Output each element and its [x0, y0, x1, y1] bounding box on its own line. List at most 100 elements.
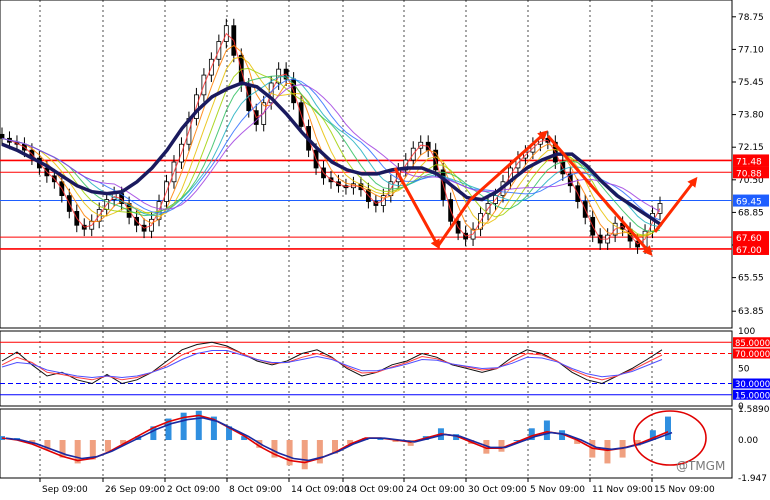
rsi-level-tag-label-1: 70.0000	[735, 350, 770, 360]
macd-bar-27	[407, 440, 414, 446]
macd-tick-label-0: 1.5890	[738, 405, 770, 415]
macd-bar-14	[210, 416, 217, 441]
rsi-lines	[1, 341, 663, 385]
level-tag-2	[733, 194, 769, 207]
macd-bar-23	[347, 440, 354, 444]
price-tick-label-5: 70.50	[738, 176, 764, 186]
macd-bar-15	[226, 426, 233, 441]
level-tag-0	[733, 154, 769, 167]
macd-y-axis: 1.5890 0.00 -1.947	[738, 405, 770, 484]
macd-signal-line-blue	[5, 416, 673, 462]
level-tag-4	[733, 242, 769, 255]
level-tag-3	[733, 231, 769, 244]
macd-bar-19	[286, 440, 293, 466]
macd-bar-36	[543, 420, 550, 441]
rsi-level-tag-label-3: 15.0000	[735, 391, 770, 401]
price-tick-label-1: 77.10	[738, 45, 764, 55]
macd-bar-43	[649, 430, 656, 441]
level-tag-label-2: 69.45	[736, 198, 762, 208]
trend-arrow-up-3	[653, 176, 698, 233]
macd-bar-38	[574, 440, 581, 444]
rsi-panel	[0, 330, 733, 407]
price-tick-label-8: 65.55	[738, 274, 764, 284]
rsi-tick-label-1: 50	[738, 365, 750, 375]
macd-bar-44	[665, 416, 671, 441]
price-tick-label-9: 63.85	[738, 307, 764, 317]
macd-bar-34	[513, 440, 520, 442]
rsi-level-tag-3	[733, 389, 770, 400]
candle-body-0	[0, 133, 5, 139]
level-tag-label-1: 70.88	[736, 169, 762, 179]
ribbon-ma-5	[1, 75, 661, 228]
macd-bar-10	[150, 426, 157, 441]
x-tick-label-1: 26 Sep 09:00	[105, 485, 165, 495]
rsi-series-2	[1, 350, 663, 379]
macd-bar-42	[634, 440, 641, 446]
price-y-axis: 78.7577.1075.4573.8072.1570.5068.8567.20…	[732, 13, 769, 317]
macd-bar-26	[392, 440, 399, 442]
price-tick-label-0: 78.75	[738, 13, 764, 23]
macd-bar-20	[301, 440, 308, 470]
macd-bar-21	[316, 440, 323, 464]
price-tick-label-3: 73.80	[738, 111, 764, 121]
macd-bar-40	[604, 440, 611, 464]
trend-arrow-up-1	[436, 199, 472, 247]
ribbon-ma-4	[1, 75, 661, 233]
macd-bar-33	[498, 440, 505, 452]
ribbon-ma-2	[1, 56, 661, 237]
macd-bar-6	[89, 440, 96, 460]
rsi-level-tag-label-0: 85.0000	[735, 339, 770, 349]
macd-bar-32	[483, 440, 490, 454]
macd-panel: @TMGM	[0, 408, 733, 479]
macd-bar-35	[528, 428, 535, 441]
level-tag-label-4: 67.00	[736, 246, 762, 256]
macd-bar-11	[165, 418, 172, 441]
trend-arrow-down-2	[546, 135, 653, 257]
macd-tick-label-1: 0.00	[738, 436, 758, 446]
macd-bar-3	[44, 440, 51, 450]
ribbon-ma-6	[1, 78, 661, 221]
rsi-level-tag-label-2: 30.0000	[735, 380, 770, 390]
macd-bar-8	[120, 440, 127, 444]
rsi-tick-label-0: 100	[738, 327, 755, 337]
macd-bar-30	[453, 434, 460, 441]
rsi-level-tag-1	[733, 348, 770, 359]
x-tick-label-2: 2 Oct 09:00	[167, 485, 220, 495]
macd-bar-7	[104, 440, 111, 452]
x-tick-label-9: 11 Nov 09:00	[592, 485, 653, 495]
macd-bar-4	[59, 440, 66, 458]
level-tag-label-0: 71.48	[736, 157, 762, 167]
time-x-axis: Sep 09:00 26 Sep 09:00 2 Oct 09:00 8 Oct 09…	[39, 478, 715, 495]
price-ma-thick-line	[1, 81, 663, 227]
price-tick-label-6: 68.85	[738, 208, 764, 218]
level-tag-1	[733, 166, 769, 179]
ribbon-ma-0	[1, 32, 661, 245]
candle-body-88	[657, 203, 663, 214]
macd-bar-25	[377, 438, 384, 441]
macd-highlight-circle	[633, 410, 707, 466]
x-tick-label-3: 8 Oct 09:00	[229, 485, 282, 495]
level-tag-label-3: 67.60	[736, 234, 762, 244]
trend-arrows	[393, 130, 698, 257]
rsi-level-tag-2	[733, 378, 770, 389]
price-tick-label-2: 75.45	[738, 78, 764, 88]
x-tick-label-6: 24 Oct 09:00	[406, 485, 465, 495]
x-tick-label-7: 30 Oct 09:00	[468, 485, 527, 495]
rsi-tick-label-2: 0	[738, 402, 744, 412]
ribbon-ma-7	[1, 84, 661, 212]
x-tick-label-10: 15 Nov 09:00	[654, 485, 715, 495]
x-tick-label-0: Sep 09:00	[42, 485, 88, 495]
macd-tick-label-2: -1.947	[738, 474, 767, 484]
macd-bar-12	[180, 412, 187, 441]
trend-arrow-down-1	[393, 167, 440, 250]
macd-bar-22	[332, 440, 338, 454]
price-tick-label-4: 72.15	[738, 143, 764, 153]
watermark-text: @TMGM	[676, 459, 725, 473]
macd-bar-5	[74, 440, 81, 464]
x-tick-label-5: 18 Oct 09:00	[345, 485, 404, 495]
macd-vertical-grid	[39, 409, 653, 478]
macd-bar-13	[195, 410, 202, 441]
rsi-series-1	[1, 345, 663, 381]
